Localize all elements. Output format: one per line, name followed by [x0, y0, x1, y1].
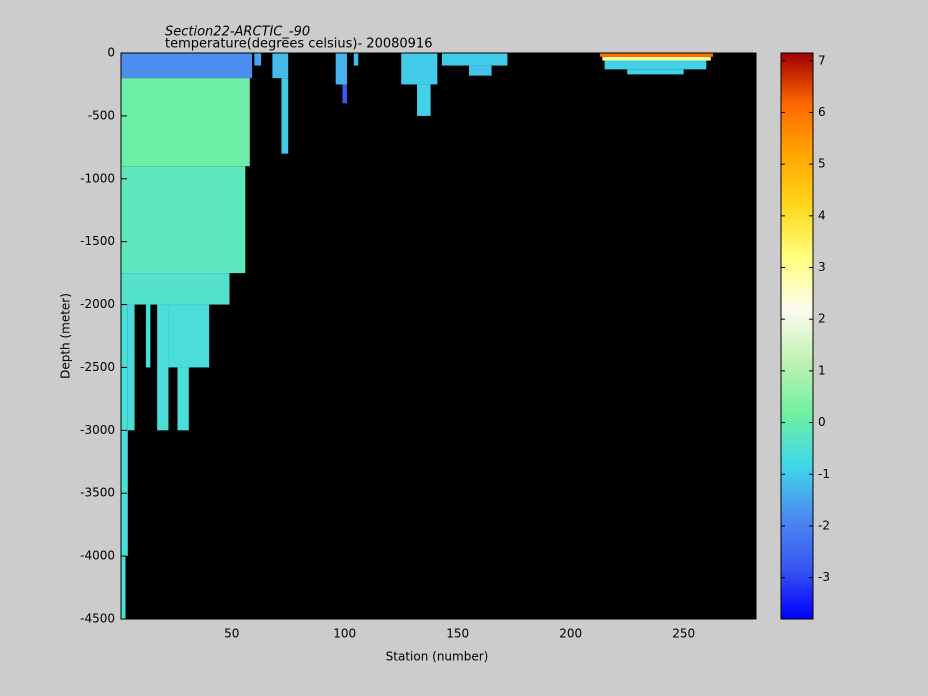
y-tick-label: -2500 [80, 360, 115, 374]
heat-cell [121, 556, 126, 619]
colorbar-tick-label: 1 [818, 363, 826, 377]
heat-cell [272, 53, 289, 79]
y-tick-label: -3000 [80, 423, 115, 437]
heat-cell [121, 273, 230, 305]
heat-cell [441, 53, 508, 66]
heat-cell [401, 53, 438, 85]
y-tick-label: -4000 [80, 549, 115, 563]
x-tick-label: 100 [333, 627, 356, 641]
x-tick-label: 250 [672, 627, 695, 641]
heat-cell [335, 53, 347, 85]
heat-cell [602, 56, 711, 61]
heat-cell [121, 78, 250, 167]
y-tick-label: -500 [88, 108, 115, 122]
heat-cell [157, 304, 169, 431]
heat-cell [127, 304, 135, 431]
chart-title: Section22-ARCTIC_-90 [165, 25, 310, 40]
heat-cell [145, 304, 151, 368]
heat-cell [342, 84, 347, 104]
x-tick-label: 50 [224, 627, 239, 641]
heat-cell [604, 60, 707, 70]
colorbar-tick-label: 7 [818, 53, 826, 67]
heat-cell [121, 53, 253, 79]
y-tick-label: -4500 [80, 612, 115, 626]
heat-cell [177, 367, 189, 431]
colorbar-tick-label: -2 [818, 518, 830, 532]
colorbar-tick-label: 3 [818, 260, 826, 274]
x-tick-label: 150 [446, 627, 469, 641]
colorbar-tick-label: 6 [818, 105, 826, 119]
heat-cell [254, 53, 262, 66]
colorbar-tick-label: 2 [818, 312, 826, 326]
heat-cell [627, 69, 684, 75]
heat-cell [168, 304, 210, 368]
heat-cell [417, 84, 431, 116]
colorbar-tick-label: -1 [818, 467, 830, 481]
y-tick-label: -3500 [80, 486, 115, 500]
y-tick-label: 0 [107, 46, 115, 60]
chart-subtitle: temperature(degrees celsius)- 20080916 [165, 37, 432, 52]
colorbar-tick-label: 5 [818, 157, 826, 171]
colorbar-tick-label: 0 [818, 415, 826, 429]
plot-frame [120, 52, 757, 620]
colorbar [780, 52, 814, 620]
heat-cell [353, 53, 359, 66]
y-tick-label: -1500 [80, 234, 115, 248]
x-axis-label: Station (number) [386, 650, 489, 664]
heat-cell [469, 65, 492, 76]
y-tick-label: -2000 [80, 297, 115, 311]
heat-cell [281, 78, 289, 154]
heat-cell [600, 53, 714, 57]
heat-cell [121, 166, 246, 274]
y-tick-label: -1000 [80, 171, 115, 185]
colorbar-tick-label: 4 [818, 208, 826, 222]
colorbar-tick-label: -3 [818, 570, 830, 584]
y-axis-label: Depth (meter) [59, 293, 73, 379]
x-tick-label: 200 [559, 627, 582, 641]
